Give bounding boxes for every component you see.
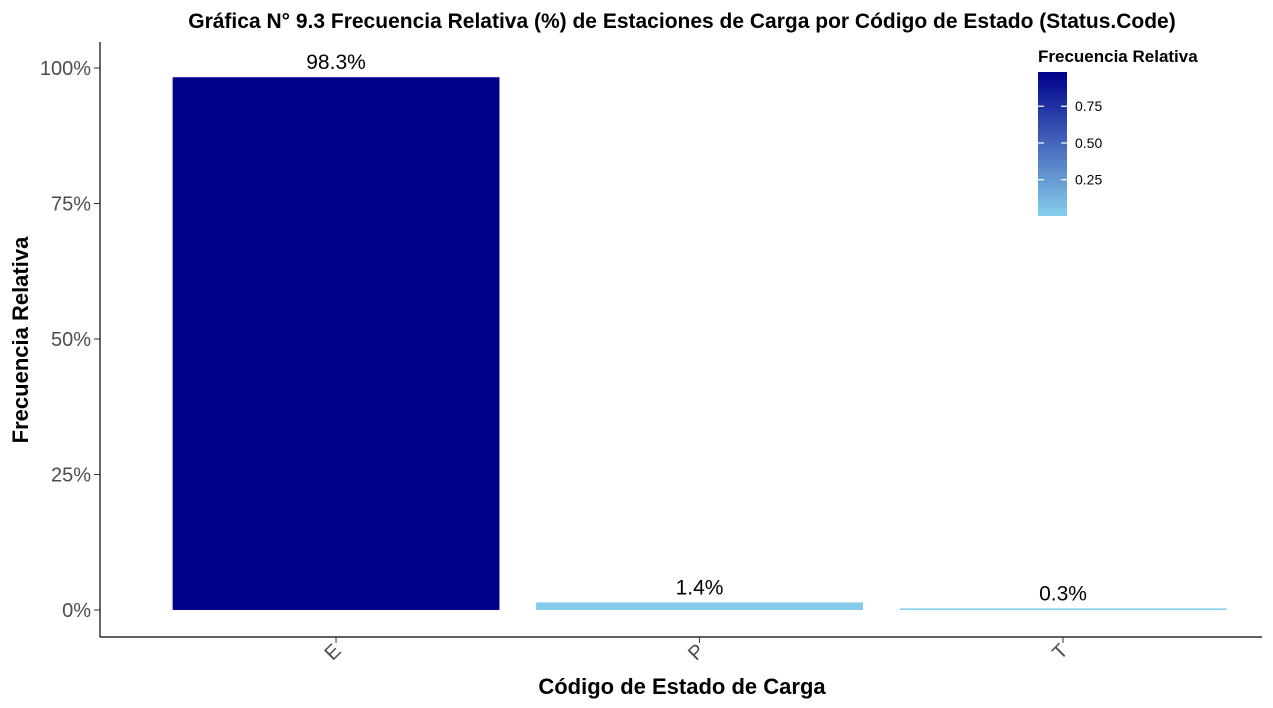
data-label-E: 98.3% — [306, 51, 366, 74]
y-tick-label: 0% — [62, 600, 91, 622]
x-axis-title: Código de Estado de Carga — [538, 674, 826, 699]
legend-title: Frecuencia Relativa — [1038, 47, 1198, 66]
x-tick-label-P: P — [684, 640, 709, 665]
y-axis-title: Frecuencia Relativa — [8, 236, 33, 443]
colorbar-tick-label: 0.50 — [1075, 135, 1102, 151]
bars: 98.3% 1.4% 0.3% — [172, 51, 1227, 611]
y-tick-label: 25% — [51, 465, 91, 487]
y-tick-label: 50% — [51, 329, 91, 351]
chart-title: Gráfica N° 9.3 Frecuencia Relativa (%) d… — [188, 10, 1175, 33]
colorbar-tick-label: 0.75 — [1075, 98, 1102, 114]
data-label-T: 0.3% — [1039, 582, 1087, 605]
data-label-P: 1.4% — [676, 576, 724, 599]
x-tick-label-E: E — [321, 640, 346, 665]
colorbar-tick-label: 0.25 — [1075, 172, 1102, 188]
y-axis-ticks: 0% 25% 50% 75% 100% — [40, 58, 100, 622]
colorbar-ticks: 0.25 0.50 0.75 — [1038, 98, 1102, 188]
bar-E — [172, 77, 500, 611]
colorbar — [1038, 72, 1067, 216]
x-tick-label-T: T — [1048, 640, 1072, 664]
plot-area: 0% 25% 50% 75% 100% 98.3% 1.4% 0.3% E P T — [40, 42, 1262, 665]
y-tick-label: 100% — [40, 58, 91, 80]
bar-T — [899, 608, 1227, 610]
y-tick-label: 75% — [51, 194, 91, 216]
legend-colorbar: Frecuencia Relativa 0.25 0.50 0.75 — [1038, 47, 1198, 216]
bar-P — [536, 602, 863, 610]
